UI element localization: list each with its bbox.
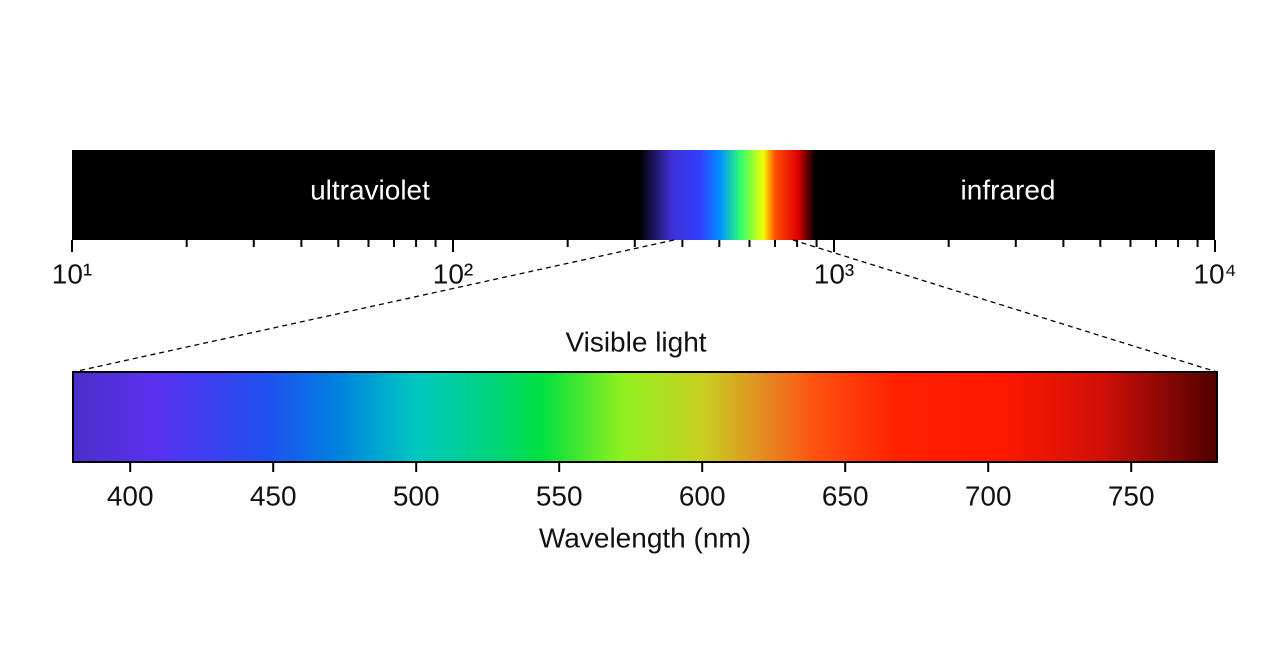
region-label: infrared bbox=[961, 174, 1056, 205]
zoom-line bbox=[72, 239, 675, 373]
x-tick-label: 10³ bbox=[814, 258, 854, 289]
x-tick-label: 10¹ bbox=[52, 258, 92, 289]
zoom-line bbox=[792, 239, 1218, 373]
x-tick-label: 450 bbox=[250, 480, 297, 511]
spectrum-bar bbox=[72, 150, 1215, 240]
x-tick-label: 600 bbox=[679, 480, 726, 511]
x-tick-label: 400 bbox=[107, 480, 154, 511]
x-tick-label: 550 bbox=[536, 480, 583, 511]
visible-bar bbox=[72, 371, 1218, 463]
x-tick-label: 650 bbox=[822, 480, 869, 511]
x-tick-label: 750 bbox=[1108, 480, 1155, 511]
x-tick-label: 10² bbox=[433, 258, 473, 289]
region-label: ultraviolet bbox=[310, 174, 430, 205]
x-tick-label: 10⁴ bbox=[1193, 258, 1236, 289]
x-tick-label: 500 bbox=[393, 480, 440, 511]
x-axis-label: Wavelength (nm) bbox=[539, 522, 751, 553]
visible-title: Visible light bbox=[565, 326, 706, 357]
x-tick-label: 700 bbox=[965, 480, 1012, 511]
